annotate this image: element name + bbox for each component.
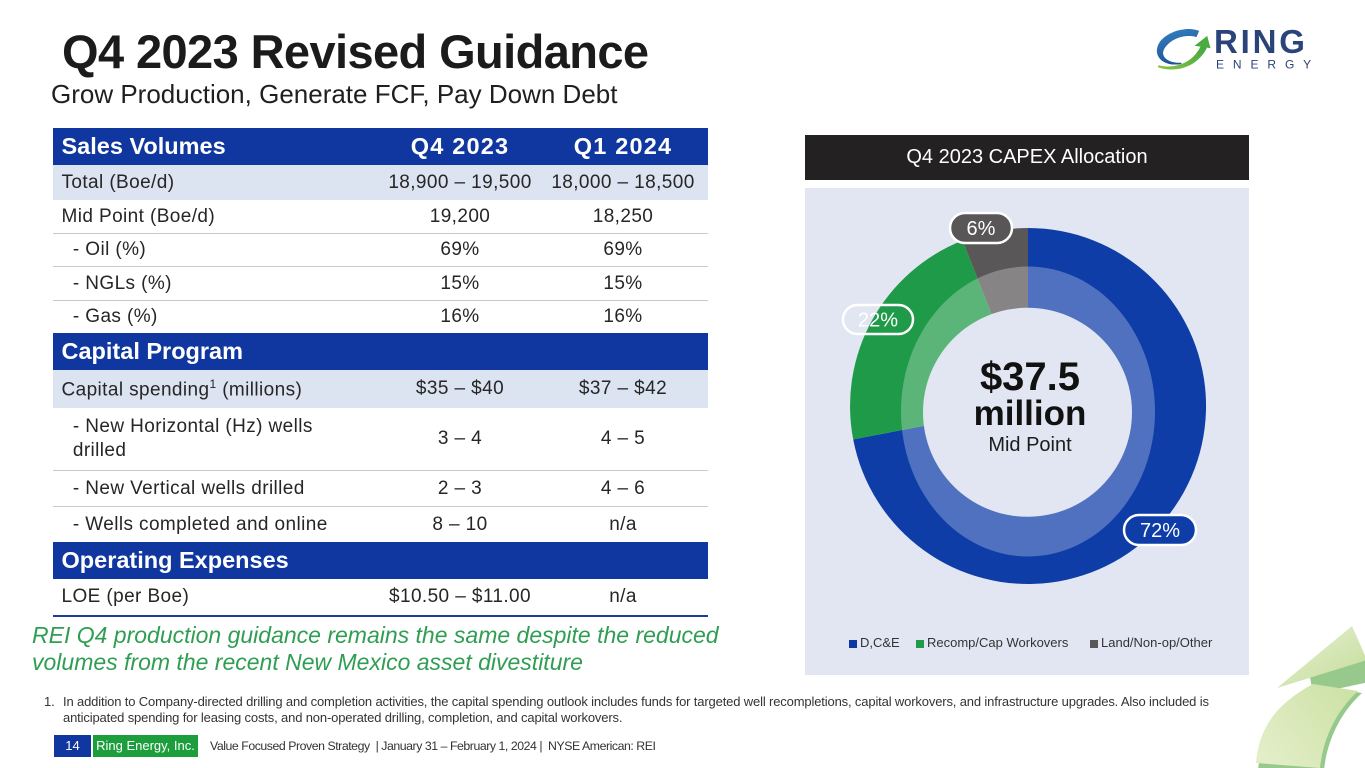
svg-text:6%: 6% <box>967 218 996 240</box>
svg-text:ENERGY: ENERGY <box>1216 58 1320 72</box>
svg-text:RING: RING <box>1214 23 1308 60</box>
svg-text:22%: 22% <box>858 310 898 332</box>
svg-text:72%: 72% <box>1140 520 1180 542</box>
